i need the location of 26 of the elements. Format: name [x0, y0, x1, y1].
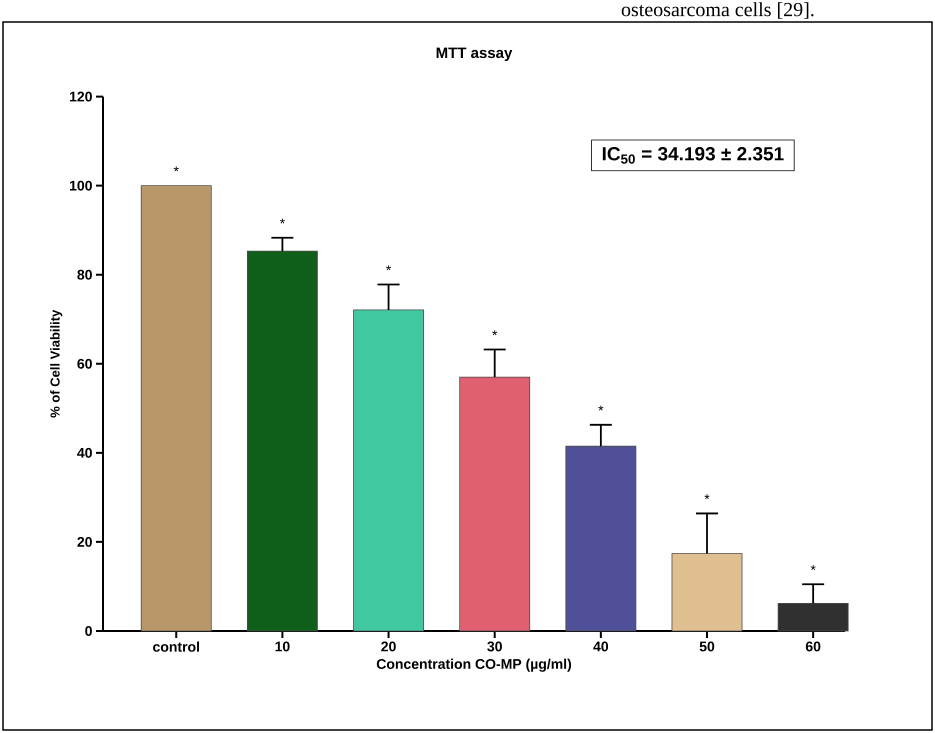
annotation: *: [386, 265, 392, 270]
y-tick-label: 60: [77, 358, 92, 369]
x-tick-label: 10: [275, 642, 290, 652]
annotation: *: [492, 330, 498, 336]
annotation: *: [810, 565, 816, 570]
y-tick-label: 100: [70, 180, 92, 191]
y-tick-label: 120: [70, 92, 92, 102]
text: osteosarcoma cells [29].: [622, 2, 814, 19]
annotation: *: [704, 494, 710, 500]
y-tick-label: 20: [77, 536, 92, 547]
y-tick-label: 40: [77, 448, 92, 458]
annotation: IC$_{50}$ = 34.193 ± 2.351: [602, 147, 784, 164]
x-tick-label: 40: [593, 642, 608, 652]
y-tick-label: 0: [85, 626, 92, 636]
y-tick-label: 80: [77, 270, 92, 280]
chart-title: MTT assay: [436, 48, 512, 62]
x-tick-label: 60: [806, 642, 820, 652]
y-axis-title: % of Cell Viability: [50, 310, 62, 418]
x-tick-label: 50: [700, 642, 714, 652]
annotation: *: [174, 166, 179, 172]
annotation: *: [280, 218, 285, 224]
x-axis-title: Concentration CO-MP (µg/ml): [376, 658, 572, 672]
x-tick-label: control: [153, 642, 199, 652]
x-tick-label: 20: [381, 642, 396, 652]
annotation: *: [598, 406, 604, 411]
x-tick-label: 30: [487, 642, 502, 652]
